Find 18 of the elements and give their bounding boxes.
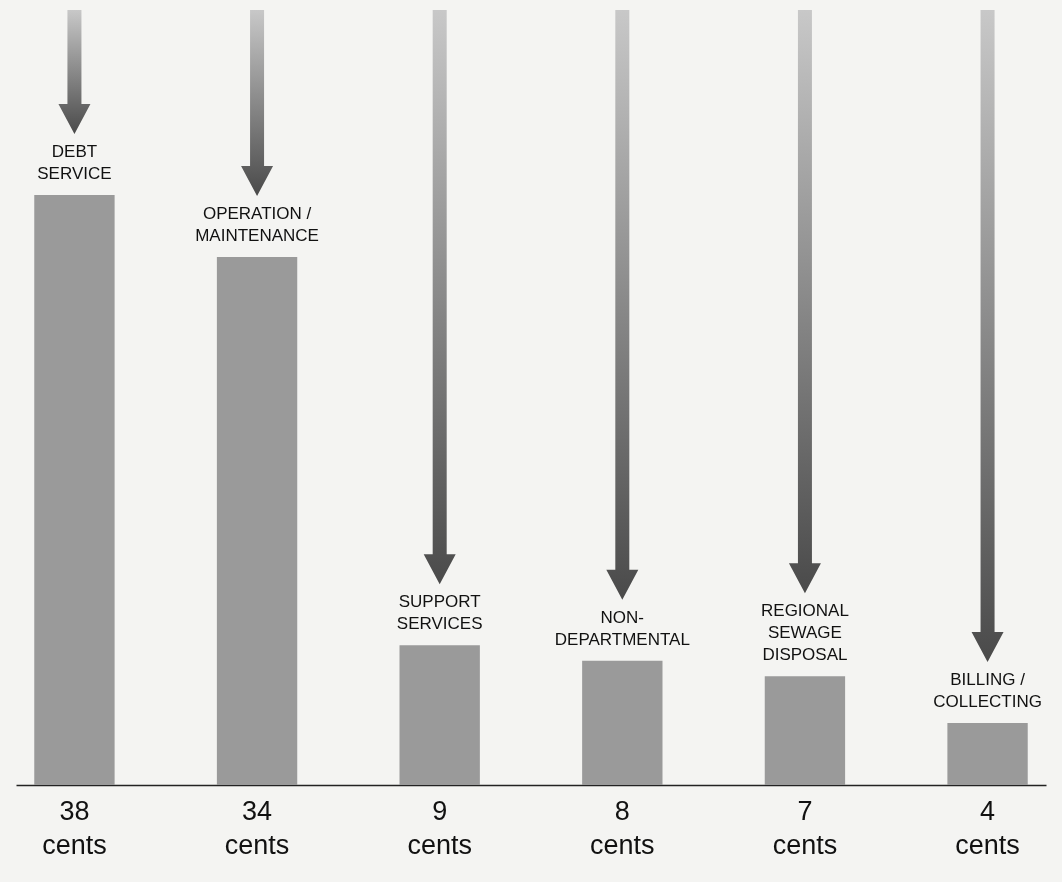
data-label: 7 cents: [772, 796, 838, 860]
x-tick-label: SUPPORT SERVICES: [396, 592, 483, 634]
bar: [399, 645, 480, 785]
bar: [34, 195, 115, 785]
x-tick-label: DEBT SERVICE: [37, 142, 112, 183]
bar: [947, 722, 1028, 785]
data-label: 9 cents: [407, 796, 472, 860]
bar: [216, 257, 298, 785]
bar: [764, 676, 846, 785]
data-label: 8 cents: [590, 796, 655, 860]
data-label: 4 cents: [955, 796, 1020, 860]
data-label: 34 cents: [224, 796, 290, 860]
x-tick-label: NON- DEPARTMENTAL: [554, 607, 690, 649]
x-tick-label: REGIONAL SEWAGE DISPOSAL: [761, 601, 849, 665]
data-label: 38 cents: [42, 796, 107, 860]
x-tick-label: BILLING / COLLECTING: [933, 669, 1042, 711]
x-tick-label: OPERATION / MAINTENANCE: [195, 204, 319, 246]
bar: [582, 660, 663, 785]
